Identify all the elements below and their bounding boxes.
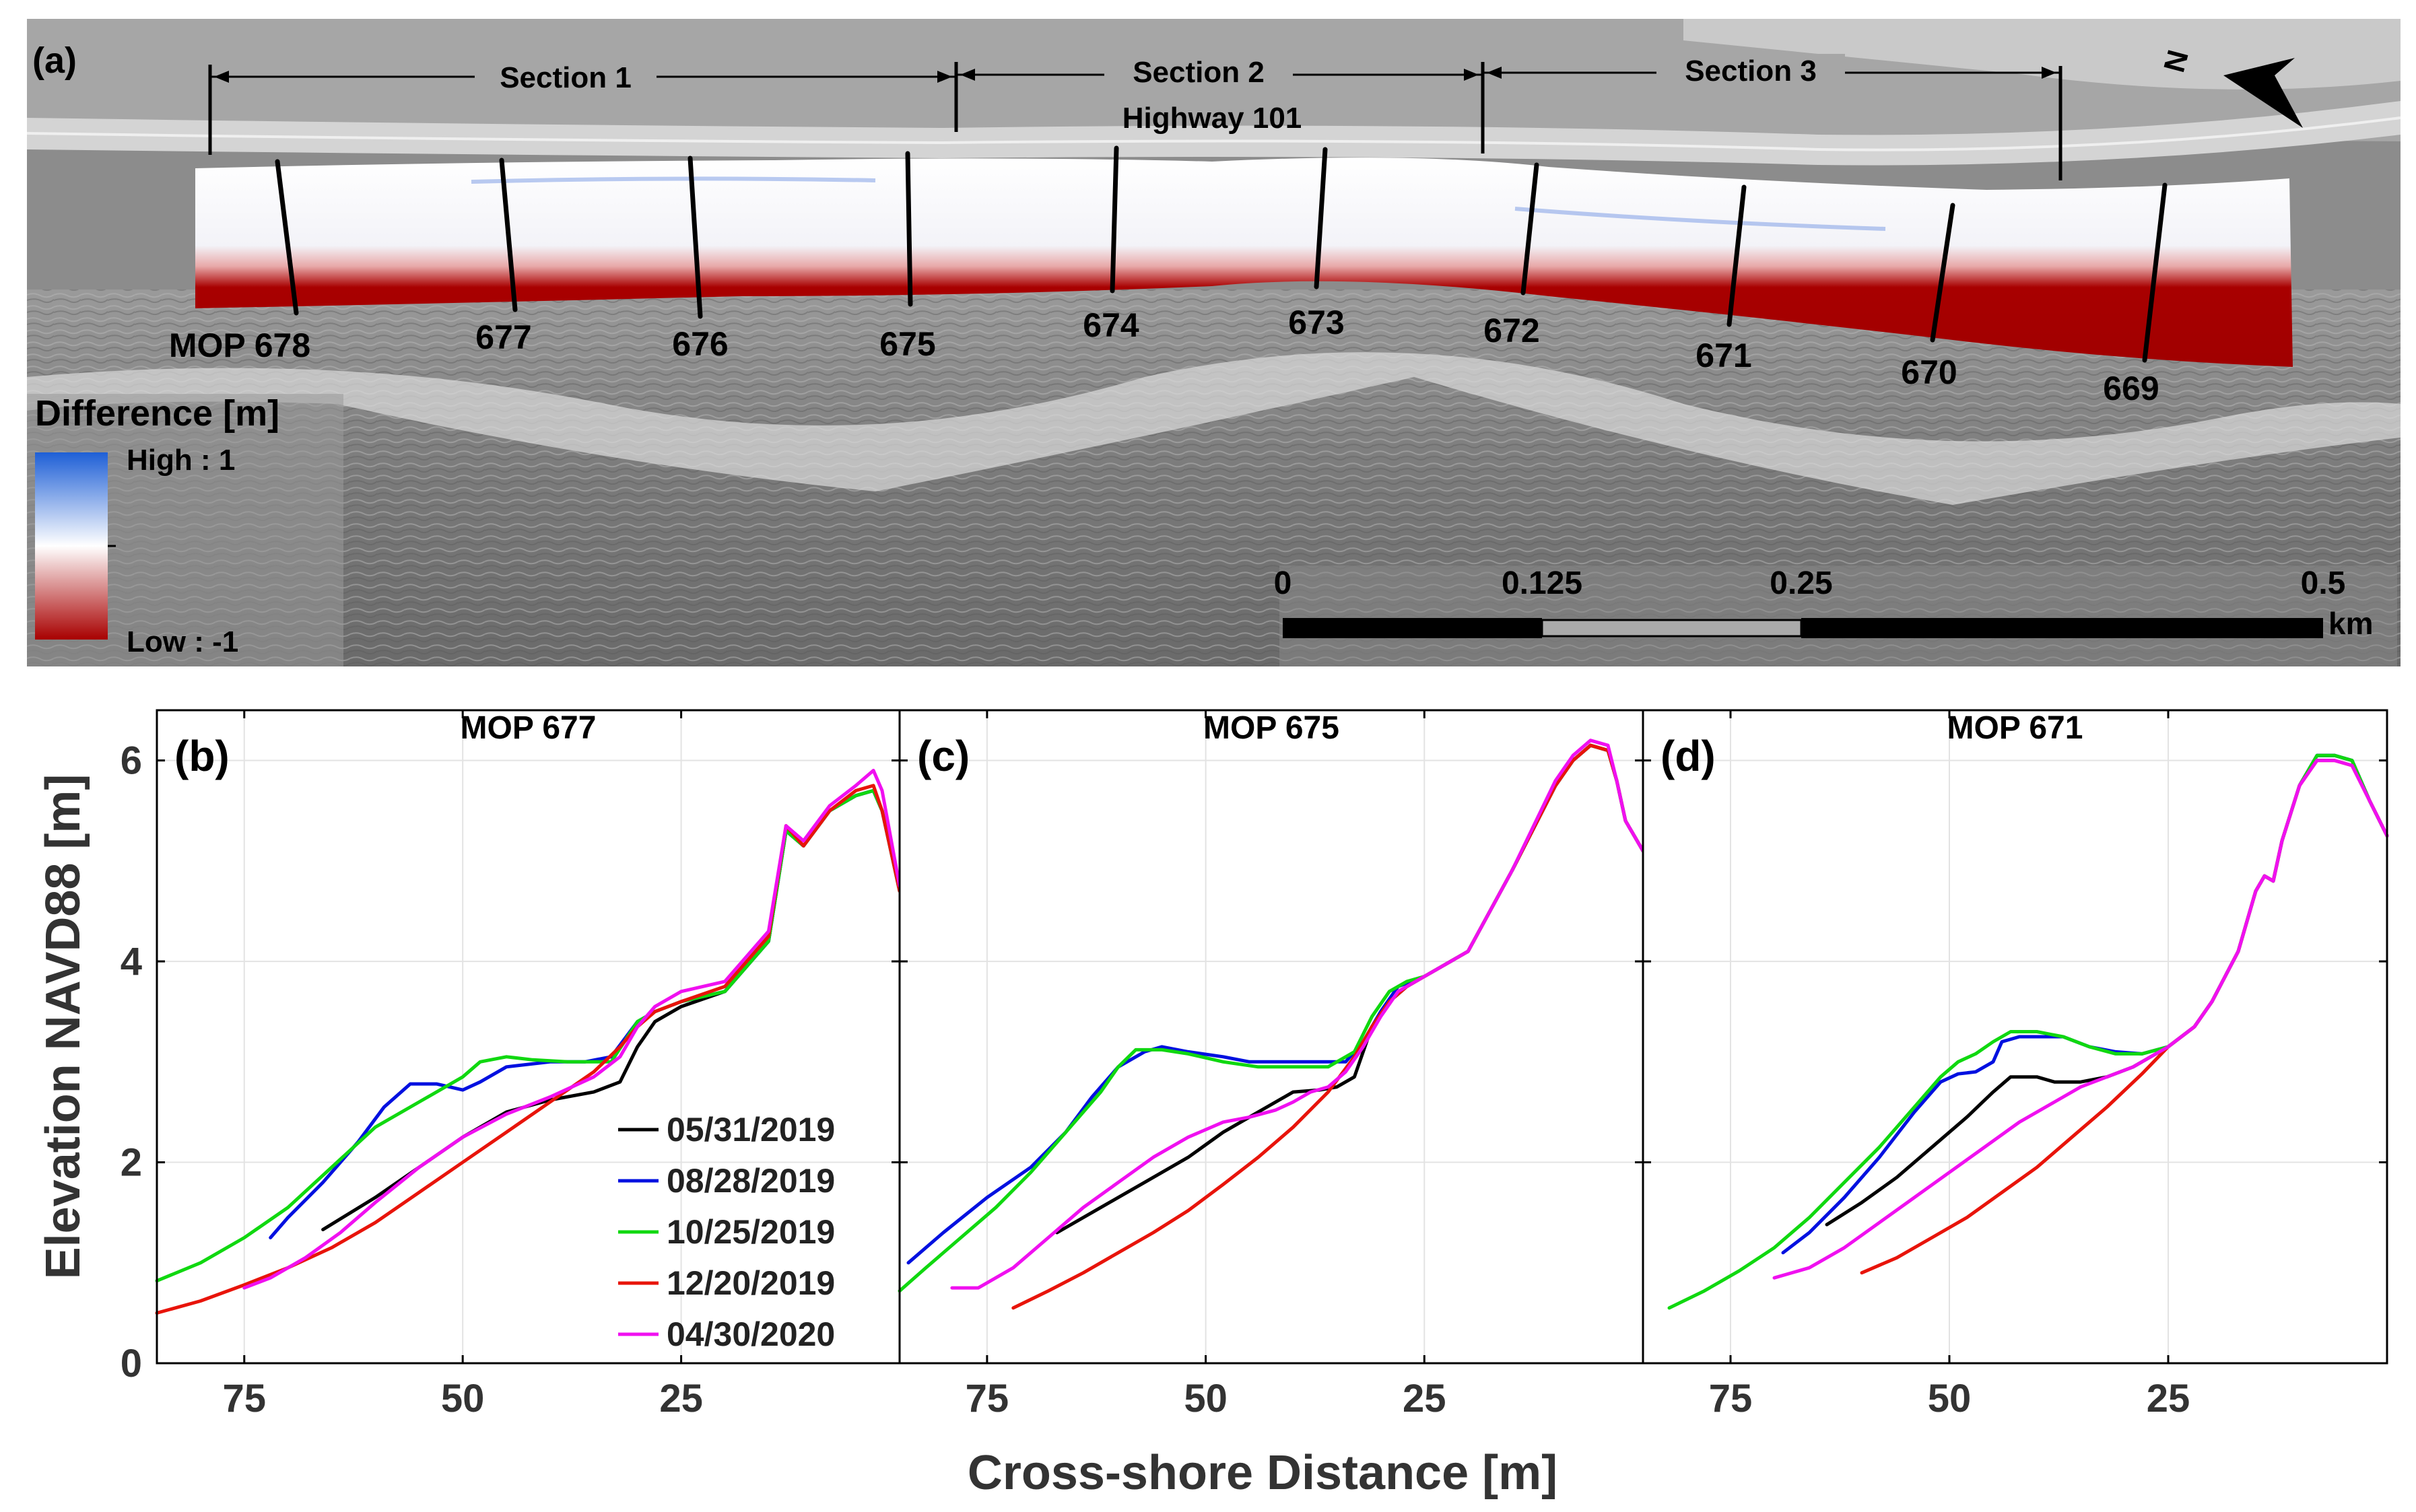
series-line	[1772, 759, 2389, 1280]
legend-entry: 08/28/2019	[667, 1162, 835, 1200]
legend-entry: 10/25/2019	[667, 1213, 835, 1251]
legend-entry: 04/30/2020	[667, 1315, 835, 1353]
axis-titles: Elevation NAVD88 [m] Cross-shore Distanc…	[36, 774, 1557, 1500]
map-panel: Section 1 Section 2 Section 3 Highway 10…	[26, 19, 2401, 666]
plot-area	[157, 710, 900, 1363]
transect-label: 669	[2103, 370, 2159, 407]
colorbar-low-label: Low : -1	[127, 625, 238, 658]
transect-label: 674	[1083, 306, 1139, 344]
plot-frame	[1642, 709, 2388, 1365]
y-tick-label: 4	[121, 940, 142, 984]
legend-entry: 12/20/2019	[667, 1264, 835, 1302]
transect-label: 672	[1483, 312, 1539, 349]
x-tick-label: 75	[223, 1377, 267, 1420]
transect-label: 676	[672, 325, 728, 363]
transect-label: 671	[1696, 337, 1751, 374]
section-1-label: Section 1	[500, 61, 632, 94]
legend-entry: 05/31/2019	[667, 1111, 835, 1148]
panel-label-a: (a)	[32, 40, 77, 81]
chart-title: MOP 671	[1947, 710, 2083, 746]
highway-lane	[26, 116, 2401, 151]
panel-label: (d)	[1660, 732, 1716, 780]
panel-label: (c)	[917, 732, 970, 780]
series-line	[155, 784, 902, 1315]
panel-label: (b)	[174, 732, 230, 780]
x-tick-label: 50	[441, 1377, 485, 1420]
section-3-label: Section 3	[1685, 55, 1817, 88]
transect-labels: MOP 678 677 676 675 674 673 672 671 670 …	[169, 304, 2159, 407]
x-tick-label: 25	[1403, 1377, 1446, 1420]
x-tick-label: 25	[659, 1377, 703, 1420]
beach-difference-map	[195, 158, 2293, 367]
scale-unit-label: km	[2328, 606, 2373, 641]
y-tick-label: 6	[121, 739, 142, 783]
profile-chart-mop-675: 75 50 25 MOP 675 (c)	[898, 709, 1645, 1420]
plot-area	[900, 710, 1643, 1363]
section-2-label: Section 2	[1133, 56, 1265, 89]
transect-lines	[275, 145, 2168, 363]
x-axis-label: Cross-shore Distance [m]	[968, 1446, 1557, 1500]
x-tick-label: 75	[1709, 1377, 1753, 1420]
profile-chart-mop-671: 75 50 25 MOP 671 (d)	[1642, 709, 2389, 1420]
profile-chart-mop-677: 75 50 25 0 2 4 6 MOP 677 (b)	[121, 709, 902, 1420]
colorbar-gradient	[35, 452, 108, 640]
chart-legend: 05/31/2019 08/28/2019 10/25/2019 12/20/2019…	[618, 1111, 835, 1353]
scale-bar: 0 0.125 0.25 0.5 km	[1274, 565, 2397, 666]
colorbar-high-label: High : 1	[127, 444, 235, 477]
series-line	[242, 769, 902, 1290]
scale-tick-label: 0.25	[1770, 565, 1832, 601]
chart-title: MOP 675	[1203, 710, 1339, 746]
section-arrowheads	[214, 67, 2056, 83]
x-tick-label: 50	[1928, 1377, 1972, 1420]
scale-tick-label: 0.125	[1502, 565, 1582, 601]
highway-label: Highway 101	[1122, 102, 1302, 135]
transect-label: 675	[879, 325, 935, 363]
transect-label: 677	[475, 318, 531, 356]
colorbar-title: Difference [m]	[35, 393, 279, 434]
surf-zone	[27, 352, 2401, 505]
beach-blue-accretion	[471, 176, 1886, 231]
colorbar-legend: Difference [m] High : 1 Low : -1	[27, 393, 343, 666]
y-tick-label: 0	[121, 1342, 142, 1385]
series-line	[950, 738, 1645, 1290]
scale-tick-label: 0	[1274, 565, 1292, 601]
x-tick-label: 25	[2147, 1377, 2190, 1420]
scale-tick-label: 0.5	[2301, 565, 2346, 601]
chart-title: MOP 677	[461, 710, 597, 746]
x-tick-label: 75	[966, 1377, 1009, 1420]
y-axis-label: Elevation NAVD88 [m]	[36, 774, 90, 1280]
transect-label: 670	[1901, 353, 1957, 391]
transect-label: 673	[1288, 304, 1344, 341]
profile-charts: 75 50 25 0 2 4 6 MOP 677 (b) 75 50 25 MOP 675 (c) 75 50…	[121, 709, 2389, 1420]
x-tick-label: 50	[1184, 1377, 1228, 1420]
y-tick-label: 2	[121, 1141, 142, 1185]
transect-label: MOP 678	[169, 327, 310, 364]
lagoon	[1683, 19, 2401, 90]
